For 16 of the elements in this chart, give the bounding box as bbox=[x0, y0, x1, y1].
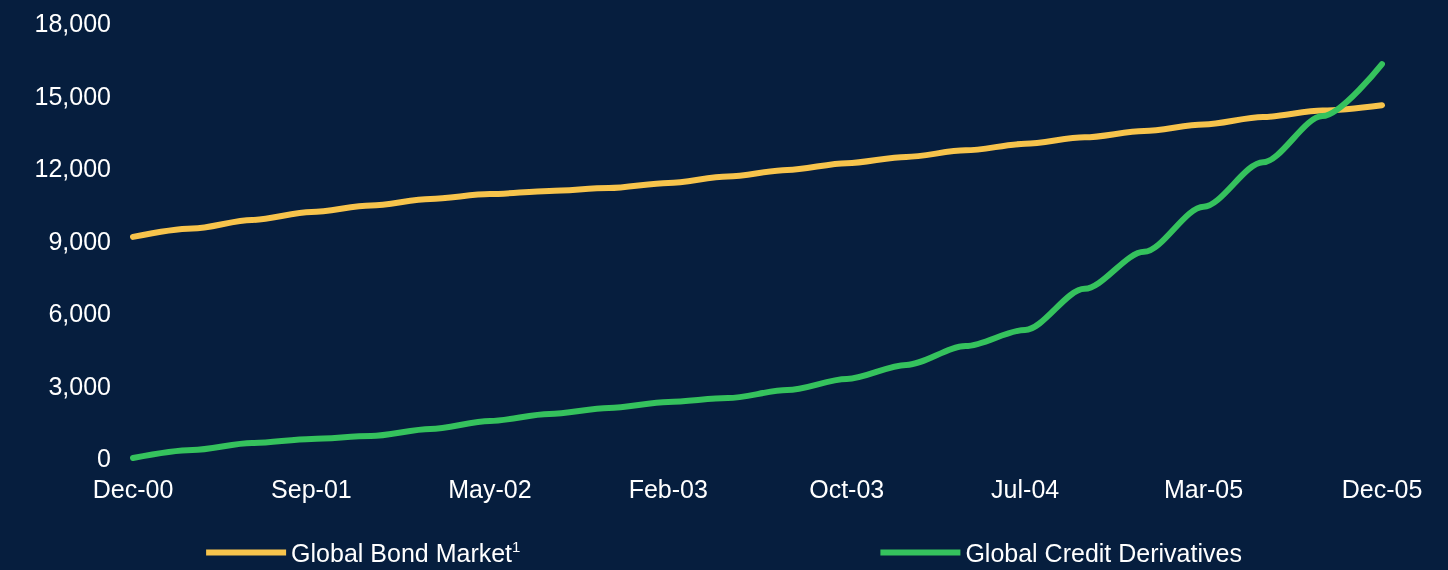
y-tick-label: 0 bbox=[97, 444, 111, 472]
x-tick-label: Sep-01 bbox=[271, 474, 352, 503]
y-tick-label: 6,000 bbox=[48, 299, 111, 327]
y-tick-label: 9,000 bbox=[48, 226, 111, 255]
y-tick-label: 3,000 bbox=[48, 371, 111, 400]
legend-label: Global Credit Derivatives bbox=[965, 538, 1242, 567]
y-tick-label: 18,000 bbox=[34, 9, 111, 37]
y-tick-label: 12,000 bbox=[34, 154, 111, 182]
x-tick-label: Feb-03 bbox=[628, 474, 708, 503]
x-tick-label: Dec-00 bbox=[92, 474, 174, 503]
x-tick-label: Dec-05 bbox=[1341, 474, 1423, 503]
x-tick-label: Oct-03 bbox=[809, 474, 885, 503]
x-tick-label: Mar-05 bbox=[1163, 474, 1244, 503]
x-tick-label: May-02 bbox=[448, 474, 532, 503]
x-tick-label: Jul-04 bbox=[991, 474, 1060, 503]
y-tick-label: 15,000 bbox=[34, 81, 111, 110]
